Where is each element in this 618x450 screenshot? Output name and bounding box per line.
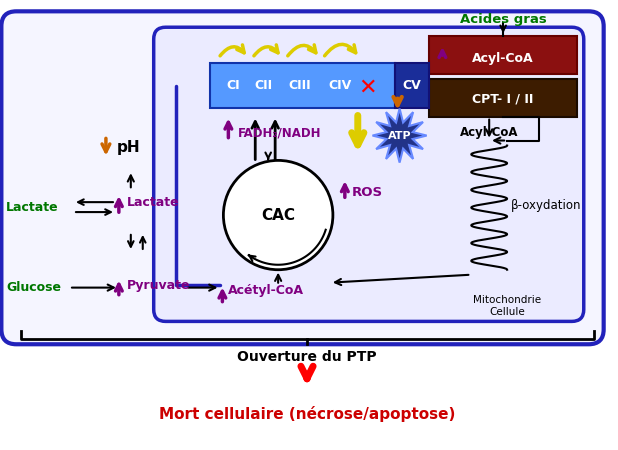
Text: CV: CV [402, 79, 421, 92]
Text: Glucose: Glucose [6, 281, 61, 294]
Text: ATP: ATP [387, 130, 412, 140]
Text: CAC: CAC [261, 207, 295, 223]
Text: ✕: ✕ [358, 77, 377, 97]
Text: Mitochondrie: Mitochondrie [473, 295, 541, 305]
Text: Acétyl-CoA: Acétyl-CoA [229, 284, 304, 297]
FancyBboxPatch shape [430, 36, 577, 74]
FancyBboxPatch shape [1, 11, 604, 344]
Text: Pyruvate: Pyruvate [127, 279, 190, 292]
FancyBboxPatch shape [395, 63, 430, 108]
Text: FADH₂/NADH: FADH₂/NADH [239, 126, 322, 139]
Text: CPT- I / II: CPT- I / II [472, 92, 534, 105]
Polygon shape [373, 108, 426, 162]
FancyBboxPatch shape [211, 63, 395, 108]
Text: Mort cellulaire (nécrose/apoptose): Mort cellulaire (nécrose/apoptose) [159, 406, 455, 422]
Text: CIV: CIV [328, 79, 352, 92]
Text: Ouverture du PTP: Ouverture du PTP [237, 350, 377, 364]
Text: CI: CI [227, 79, 240, 92]
Text: Acyl-CoA: Acyl-CoA [472, 52, 534, 64]
Text: Lactate: Lactate [127, 196, 179, 209]
Text: β-oxydation: β-oxydation [511, 198, 582, 211]
FancyBboxPatch shape [430, 79, 577, 117]
FancyBboxPatch shape [154, 27, 584, 321]
Text: Cellule: Cellule [489, 307, 525, 317]
Text: Acyl-CoA: Acyl-CoA [460, 126, 519, 139]
Text: pH: pH [117, 140, 140, 155]
Text: ROS: ROS [352, 186, 383, 199]
Text: Acides gras: Acides gras [460, 13, 546, 26]
Text: CII: CII [254, 79, 273, 92]
Circle shape [223, 160, 333, 270]
Text: Lactate: Lactate [6, 201, 59, 214]
Text: CIII: CIII [289, 79, 311, 92]
